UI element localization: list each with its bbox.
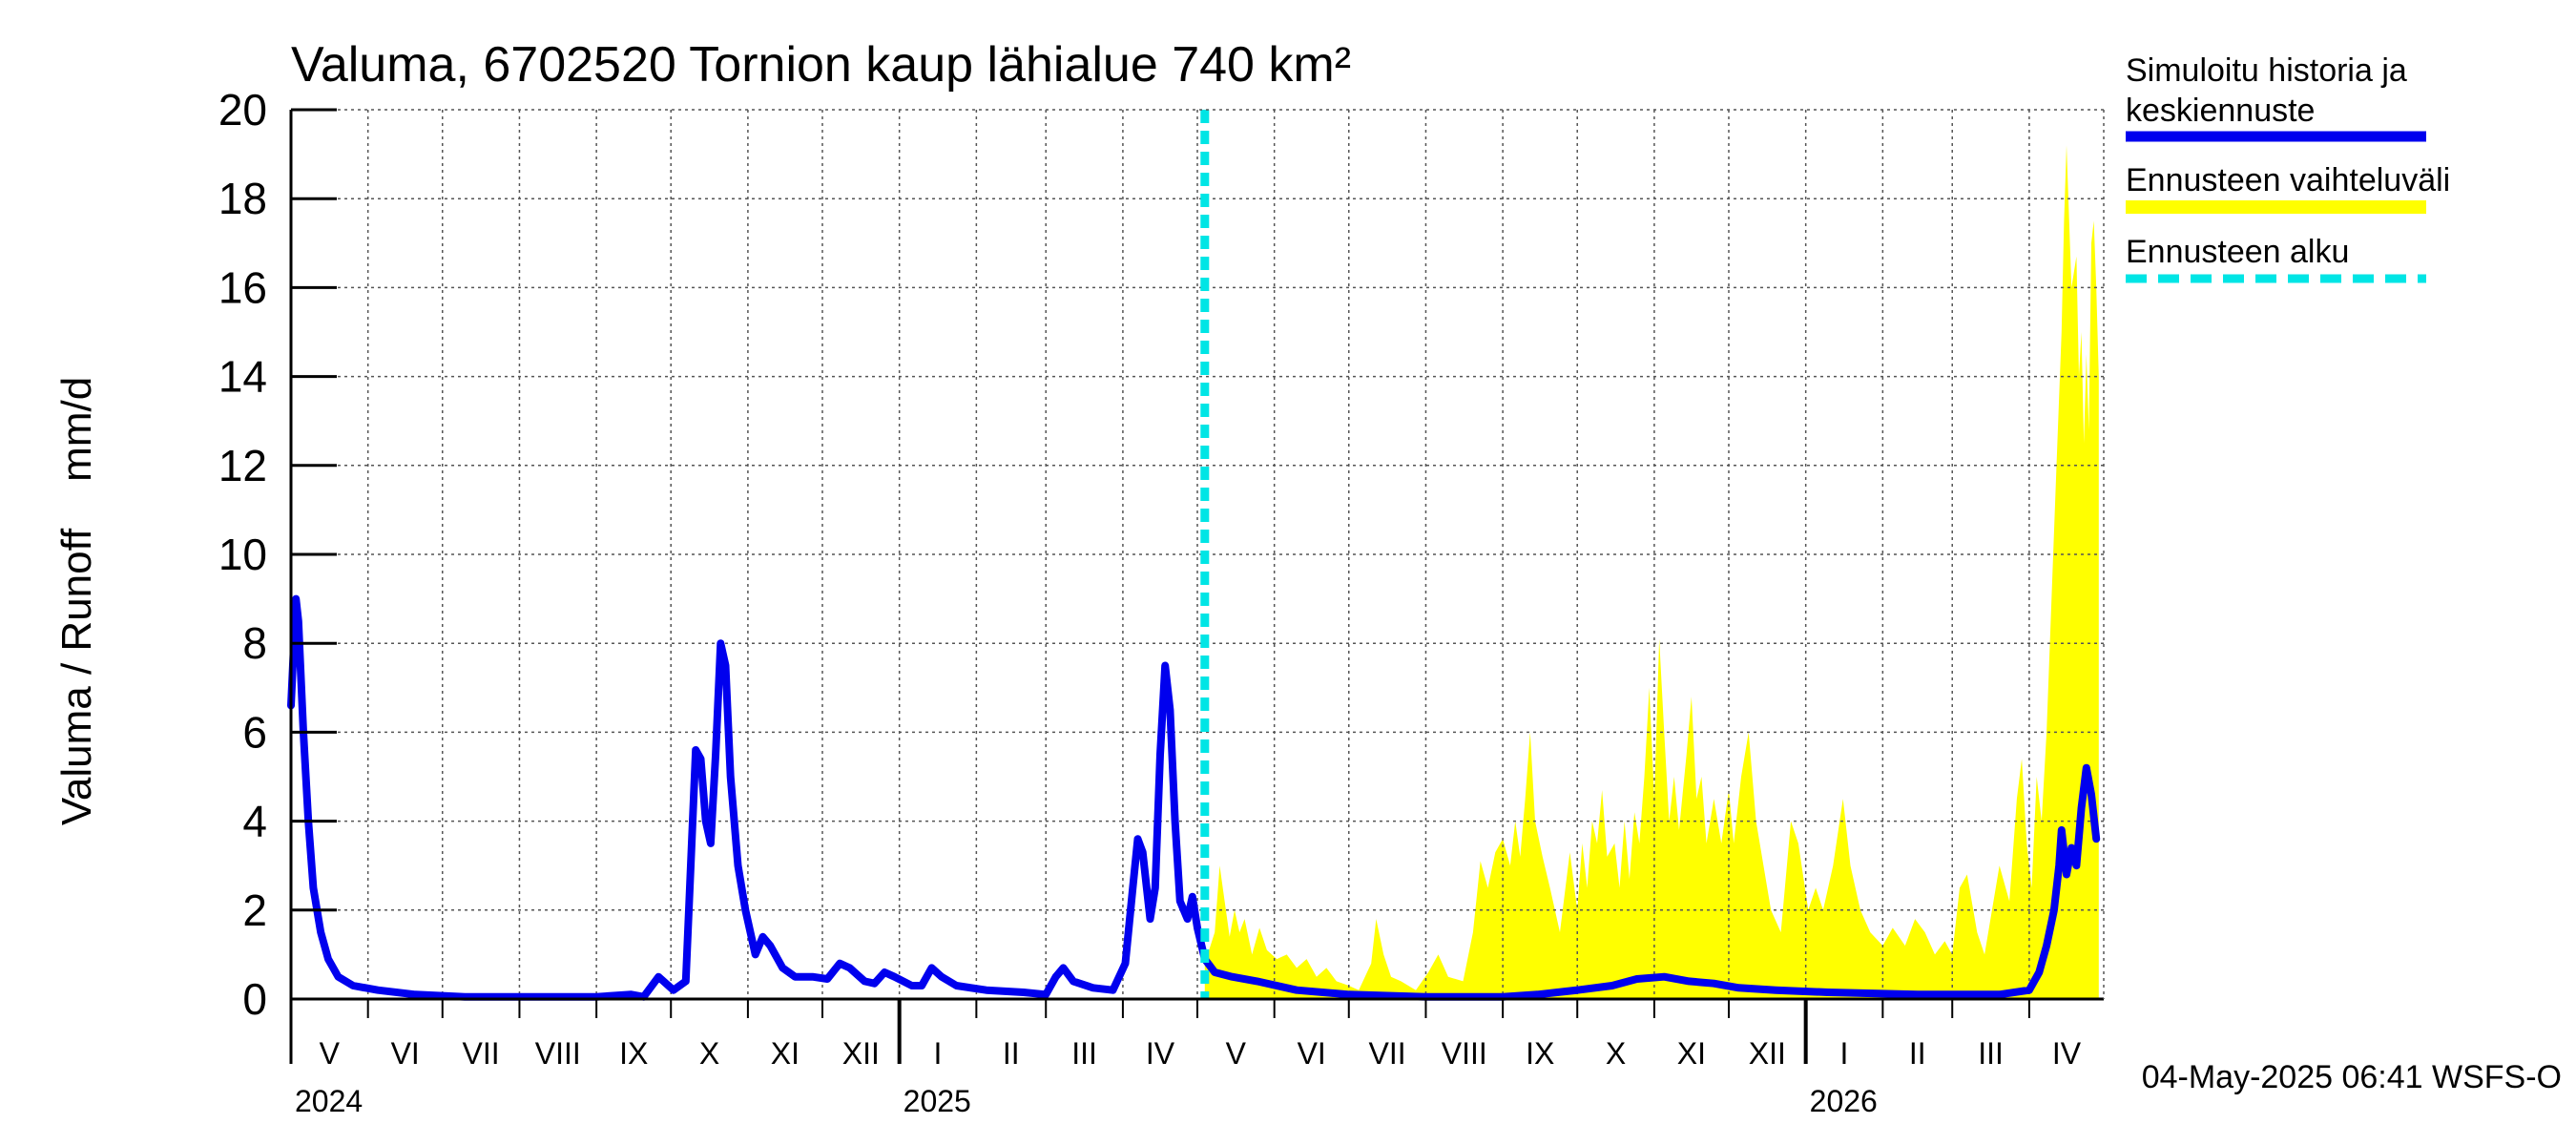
month-label: V xyxy=(1226,1036,1247,1071)
y-tick-label: 12 xyxy=(218,441,267,490)
month-label: III xyxy=(1978,1036,2004,1071)
month-label: V xyxy=(320,1036,341,1071)
month-label: III xyxy=(1071,1036,1097,1071)
y-tick-label: 0 xyxy=(242,974,267,1024)
y-tick-label: 4 xyxy=(242,797,267,846)
month-label: IX xyxy=(619,1036,648,1071)
month-label: X xyxy=(699,1036,719,1071)
y-axis-label: Valuma / Runoff mm/d xyxy=(53,377,100,825)
y-tick-label: 14 xyxy=(218,352,267,402)
month-label: VI xyxy=(1298,1036,1326,1071)
y-tick-label: 10 xyxy=(218,530,267,579)
month-label: XII xyxy=(842,1036,880,1071)
legend-series-label-line1: Simuloitu historia ja xyxy=(2126,52,2407,89)
series-line xyxy=(287,594,2101,1001)
series-line-layer xyxy=(287,594,2101,1001)
y-tick-label: 6 xyxy=(242,707,267,757)
month-label: XI xyxy=(771,1036,800,1071)
month-label: IX xyxy=(1526,1036,1554,1071)
forecast-range-band-layer xyxy=(1204,145,2099,1000)
month-label: VII xyxy=(1369,1036,1406,1071)
footer-timestamp: 04-May-2025 06:41 WSFS-O xyxy=(2142,1059,2562,1095)
month-label: XII xyxy=(1749,1036,1786,1071)
month-label: VIII xyxy=(535,1036,581,1071)
chart-title: Valuma, 6702520 Tornion kaup lähialue 74… xyxy=(291,37,1351,93)
x-tick-layer: V VI VII VIII IX X XI XII I II III IV V VI VII VIII IX X X… xyxy=(295,999,2082,1118)
month-label: IV xyxy=(2052,1036,2082,1071)
y-tick-label: 8 xyxy=(242,618,267,668)
legend-series-label-line2: keskiennuste xyxy=(2126,93,2315,129)
month-label: XI xyxy=(1677,1036,1706,1071)
month-label: VII xyxy=(463,1036,500,1071)
month-label: II xyxy=(1909,1036,1926,1071)
month-label: IV xyxy=(1146,1036,1175,1071)
y-tick-label: 16 xyxy=(218,262,267,312)
y-tick-label: 2 xyxy=(242,885,267,935)
legend: Simuloitu historia ja keskiennuste Ennus… xyxy=(2126,52,2450,283)
year-label: 2026 xyxy=(1810,1084,1878,1118)
month-label: VIII xyxy=(1442,1036,1487,1071)
month-label: VI xyxy=(391,1036,420,1071)
month-label: I xyxy=(934,1036,943,1071)
legend-range-label: Ennusteen vaihteluväli xyxy=(2126,162,2450,198)
month-label: X xyxy=(1606,1036,1626,1071)
year-label: 2025 xyxy=(904,1084,971,1118)
month-label: I xyxy=(1840,1036,1849,1071)
legend-forecast-label: Ennusteen alku xyxy=(2126,234,2349,270)
y-tick-label: 18 xyxy=(218,174,267,223)
y-tick-label: 20 xyxy=(218,85,267,135)
forecast-range-band xyxy=(1204,145,2099,1000)
grid-layer xyxy=(291,110,2104,999)
year-label: 2024 xyxy=(295,1084,363,1118)
y-tick-layer: 0 2 4 6 8 10 12 14 16 18 20 xyxy=(218,85,337,1024)
month-label: II xyxy=(1003,1036,1020,1071)
